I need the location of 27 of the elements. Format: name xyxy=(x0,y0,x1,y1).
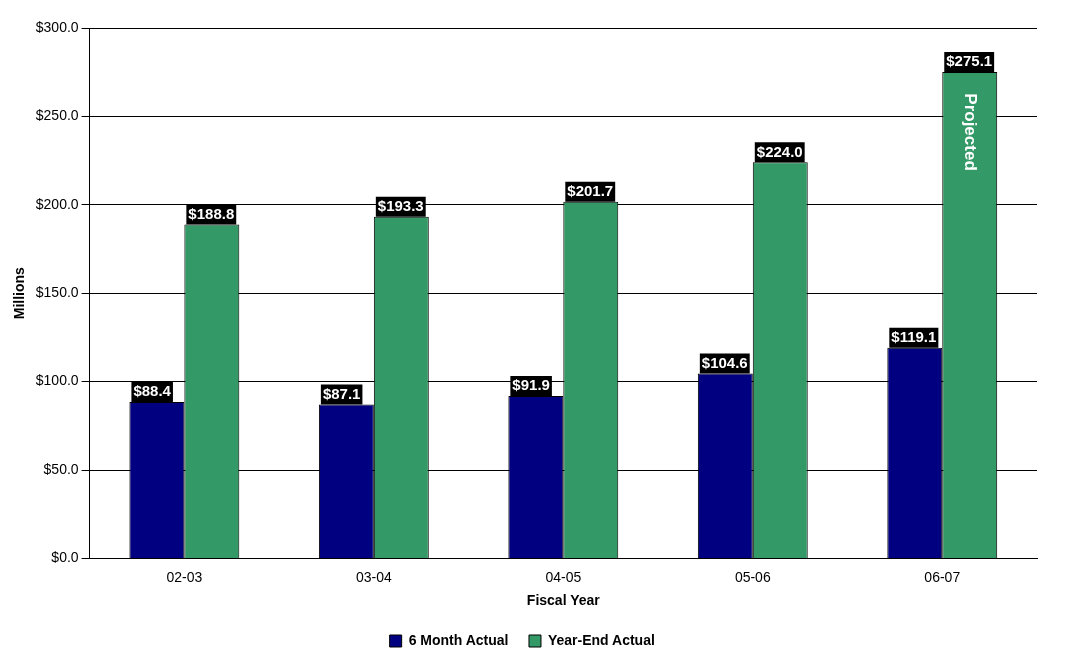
x-tick-label: 04-05 xyxy=(545,568,582,585)
y-tick-label: $150.0 xyxy=(35,284,79,301)
x-tick-label: 03-04 xyxy=(355,568,392,585)
legend-label: 6 Month Actual xyxy=(408,631,509,648)
y-tick-label: $0.0 xyxy=(51,549,79,566)
data-label: $193.3 xyxy=(377,196,424,214)
x-tick-label: 02-03 xyxy=(166,568,203,585)
x-tick-label: 05-06 xyxy=(734,568,771,585)
data-label: $91.9 xyxy=(512,376,550,394)
y-tick-label: $100.0 xyxy=(35,372,79,389)
y-tick-label: $200.0 xyxy=(35,195,79,212)
y-tick-label: $250.0 xyxy=(35,107,79,124)
y-tick-label: $50.0 xyxy=(43,460,79,477)
data-label: $119.1 xyxy=(891,327,937,345)
data-label: $88.4 xyxy=(133,382,172,400)
x-axis-title: Fiscal Year xyxy=(526,592,601,609)
data-label: $224.0 xyxy=(756,142,803,160)
data-label: $275.1 xyxy=(946,52,993,70)
y-axis-title: Millions xyxy=(11,266,28,320)
x-tick-label: 06-07 xyxy=(924,568,961,585)
data-label: $188.8 xyxy=(188,204,235,222)
data-label: $201.7 xyxy=(567,181,614,199)
data-label: $87.1 xyxy=(322,384,361,402)
data-label: $104.6 xyxy=(701,353,748,371)
legend-label: Year-End Actual xyxy=(547,631,655,648)
y-tick-label: $300.0 xyxy=(35,18,79,35)
annotation: Projected xyxy=(961,93,981,171)
